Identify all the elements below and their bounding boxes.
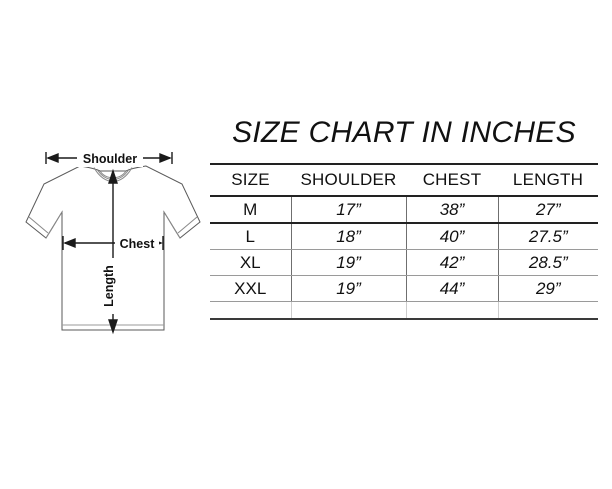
chest-label-backing <box>115 234 159 252</box>
cell-chest: 40” <box>406 223 499 250</box>
cell-chest: 44” <box>406 275 499 302</box>
cell-size: M <box>210 196 292 224</box>
table-row: L 18” 40” 27.5” <box>210 223 598 250</box>
cell-empty <box>498 302 598 320</box>
column-header-length: LENGTH <box>498 165 598 197</box>
cell-shoulder: 19” <box>291 249 407 276</box>
table-row: M 17” 38” 27” <box>210 196 598 224</box>
cell-empty <box>406 301 499 319</box>
cell-shoulder: 19” <box>291 275 407 302</box>
table-header-row: SIZE SHOULDER CHEST LENGTH <box>210 165 598 197</box>
cell-empty <box>291 301 407 319</box>
sleeve-hem-lines <box>28 211 198 239</box>
cell-size: XXL <box>210 275 292 302</box>
cell-empty <box>210 301 292 319</box>
cell-length: 27.5” <box>498 223 598 250</box>
shoulder-label: Shoulder <box>83 152 137 166</box>
page-title: SIZE CHART IN INCHES <box>232 116 576 149</box>
table-bottom-rule <box>210 318 598 321</box>
column-header-chest: CHEST <box>406 165 498 197</box>
cell-length: 28.5” <box>498 249 598 276</box>
size-chart-table: SIZE SHOULDER CHEST LENGTH M 17” 38” 27”… <box>210 163 598 321</box>
length-label: Length <box>102 265 116 307</box>
cell-chest: 38” <box>406 196 499 224</box>
t-shirt-measurement-diagram: Shoulder Length Chest <box>14 140 214 345</box>
cell-length: 29” <box>498 275 598 302</box>
column-header-shoulder: SHOULDER <box>291 165 406 197</box>
column-header-size: SIZE <box>210 165 291 197</box>
table-row: XXL 19” 44” 29” <box>210 275 598 302</box>
cell-length: 27” <box>498 196 598 224</box>
table-row-empty <box>210 301 598 320</box>
cell-shoulder: 18” <box>291 223 407 250</box>
cell-shoulder: 17” <box>291 196 407 224</box>
length-label-backing <box>104 258 122 314</box>
cell-chest: 42” <box>406 249 499 276</box>
cell-size: XL <box>210 249 292 276</box>
shoulder-label-backing <box>77 149 143 167</box>
cell-size: L <box>210 223 292 250</box>
table-row: XL 19” 42” 28.5” <box>210 249 598 276</box>
chest-label: Chest <box>120 237 156 251</box>
